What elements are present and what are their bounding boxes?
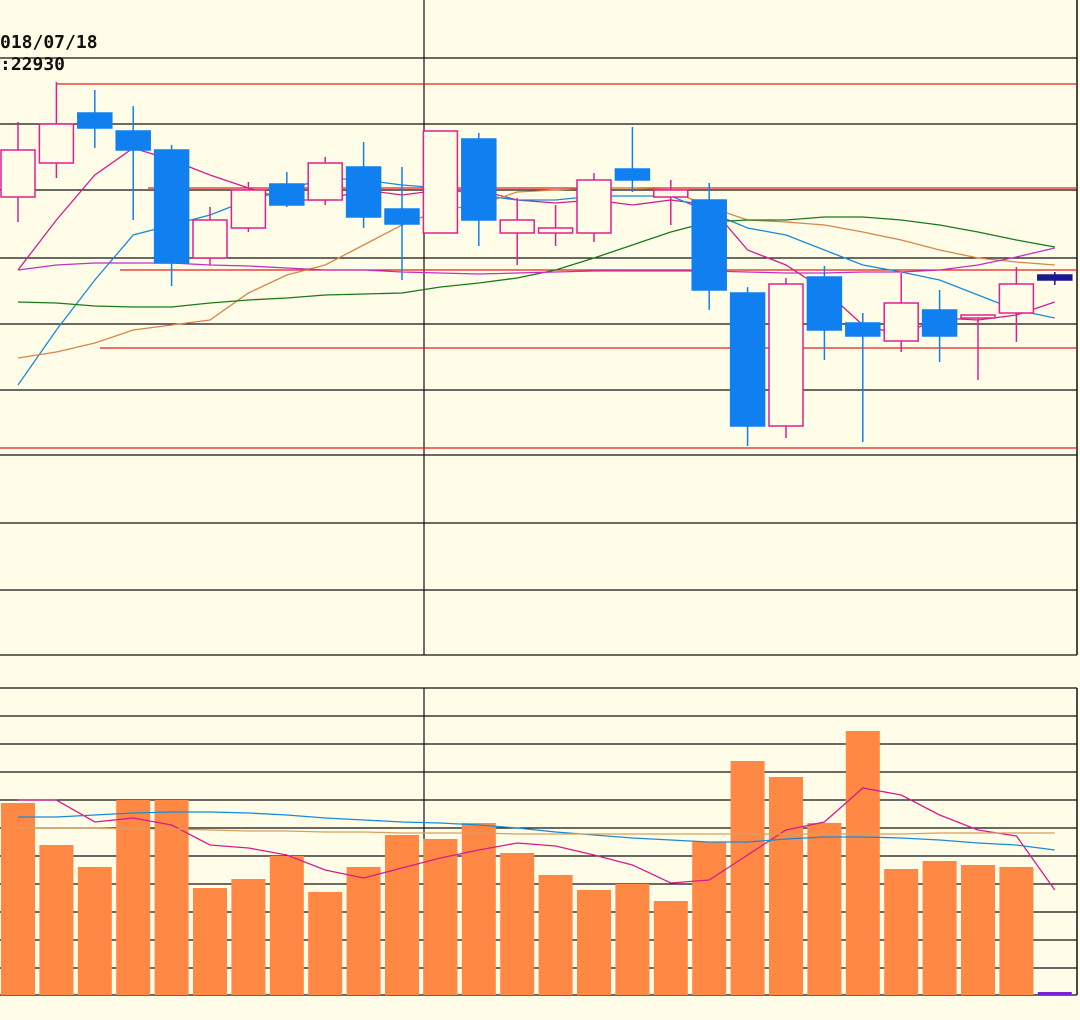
- candle-body: [653, 189, 689, 198]
- volume-bar: [577, 890, 611, 995]
- moving-average: [18, 811, 1055, 851]
- volume-bar: [269, 856, 304, 995]
- volume-bar: [116, 800, 151, 995]
- volume-bar: [423, 839, 458, 995]
- candle-body: [115, 130, 151, 151]
- candle-body: [845, 322, 881, 337]
- info-text: :22930: [0, 54, 65, 75]
- info-text: 018/07/18: [0, 32, 98, 53]
- moving-average: [18, 827, 1055, 835]
- volume-bar: [500, 853, 535, 995]
- candle-body: [499, 219, 535, 234]
- volume-bar: [922, 861, 957, 995]
- candle-body: [691, 199, 727, 291]
- volume-bar: [538, 875, 573, 995]
- volume-bar: [154, 800, 189, 995]
- volume-bar: [845, 731, 880, 995]
- volume-bar: [999, 867, 1034, 995]
- candle-body: [806, 276, 843, 331]
- moving-average: [17, 147, 1056, 336]
- volume-bar: [231, 879, 266, 995]
- candle-body: [768, 283, 804, 427]
- volume-bar: [1, 803, 35, 995]
- moving-average: [17, 177, 1055, 386]
- candle-body: [38, 123, 75, 164]
- candle-body: [153, 149, 190, 264]
- candle-body: [461, 138, 497, 221]
- candle-body: [0, 149, 36, 198]
- candle-body: [998, 283, 1035, 314]
- volume-bar: [807, 823, 842, 995]
- volume-bar: [730, 761, 765, 995]
- candle-body: [77, 112, 113, 129]
- volume-bar: [77, 867, 112, 995]
- volume-bar: [461, 823, 496, 995]
- volume-bar: [1037, 992, 1072, 995]
- volume-bar: [884, 869, 919, 995]
- candle-body: [384, 208, 420, 225]
- candle-body: [269, 183, 305, 206]
- volume-bar: [961, 865, 995, 995]
- volume-bar: [615, 884, 650, 995]
- candle-body: [883, 302, 919, 342]
- candle-body: [729, 292, 766, 427]
- candle-body: [230, 189, 267, 229]
- volume-bar: [653, 901, 688, 995]
- volume-bar: [308, 892, 343, 995]
- candle-body: [422, 130, 459, 234]
- volume-bar: [692, 842, 727, 995]
- candle-body: [345, 166, 382, 218]
- moving-average: [17, 187, 1055, 359]
- volume-bar: [346, 867, 381, 995]
- candle-body: [1037, 274, 1073, 281]
- moving-average: [17, 216, 1055, 308]
- volume-bar: [193, 888, 227, 995]
- volume-bar: [385, 835, 419, 995]
- candle-body: [307, 162, 343, 201]
- candle-body: [614, 168, 651, 181]
- candle-body: [576, 179, 612, 234]
- candle-body: [960, 314, 996, 319]
- volume-bar: [39, 845, 74, 995]
- moving-average: [17, 247, 1055, 275]
- candle-body: [192, 219, 228, 259]
- volume-bar: [769, 777, 803, 995]
- candle-body: [921, 309, 958, 337]
- moving-average: [18, 787, 1056, 891]
- candle-body: [537, 227, 574, 234]
